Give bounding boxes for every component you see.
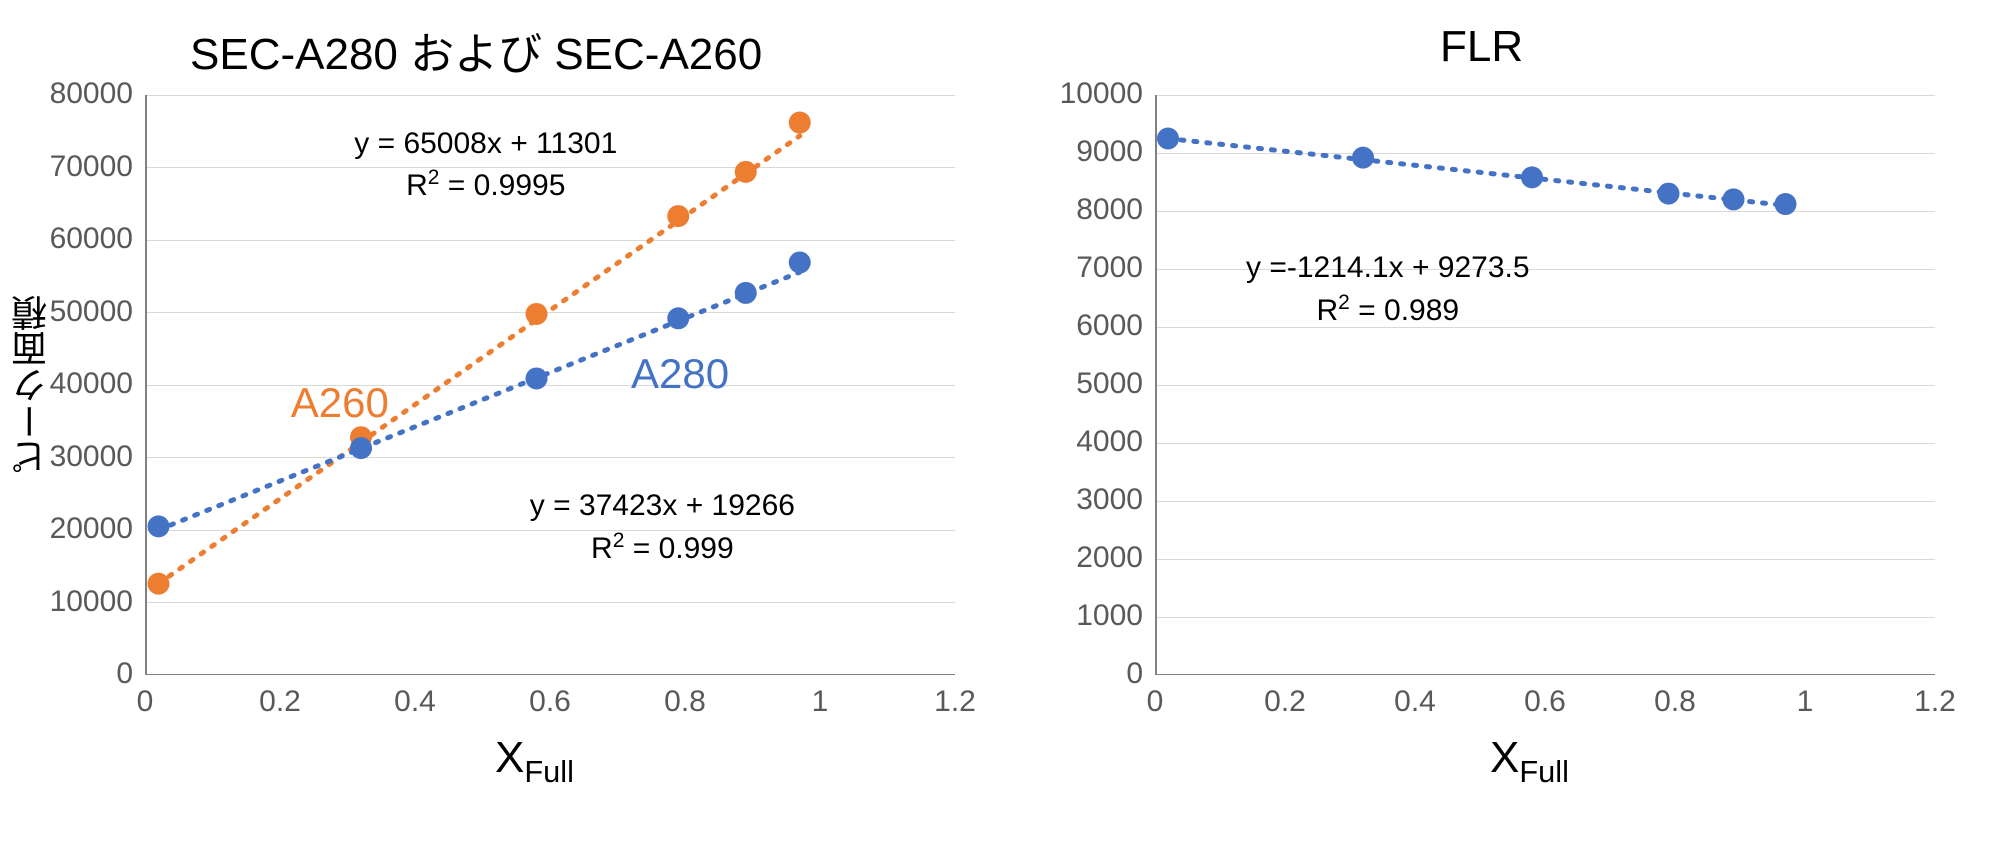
series-label-A260: A260 [291,379,389,427]
y-tick-label: 1000 [1076,599,1143,633]
marker-A260 [148,573,170,595]
series-label-A280: A280 [631,350,729,398]
x-tick-label: 0.8 [655,685,715,719]
y-tick-label: 20000 [50,512,133,546]
left-panel: SEC-A280 および SEC-A260 ピーク面積 XFull 010000… [0,0,1020,848]
y-tick-label: 5000 [1076,367,1143,401]
marker-FLR [1723,188,1745,210]
y-tick-label: 2000 [1076,541,1143,575]
right-plot: 0100020003000400050006000700080009000100… [1155,95,1935,675]
right-xlabel: XFull [1490,733,1569,790]
x-tick-label: 0.6 [520,685,580,719]
y-tick-label: 3000 [1076,483,1143,517]
marker-A280 [789,251,811,273]
y-tick-label: 60000 [50,222,133,256]
marker-A280 [350,437,372,459]
y-tick-label: 6000 [1076,309,1143,343]
chart-pair: SEC-A280 および SEC-A260 ピーク面積 XFull 010000… [0,0,2000,848]
y-tick-label: 7000 [1076,251,1143,285]
y-tick-label: 10000 [1060,77,1143,111]
equation-A280: y = 37423x + 19266R2 = 0.999 [530,486,795,569]
y-tick-label: 30000 [50,440,133,474]
y-tick-label: 50000 [50,295,133,329]
x-tick-label: 0 [1125,685,1185,719]
marker-A280 [735,282,757,304]
y-tick-label: 10000 [50,585,133,619]
equation-FLR: y =-1214.1x + 9273.5R2 = 0.989 [1246,248,1530,331]
marker-A260 [789,112,811,134]
right-title: FLR [1440,22,1523,72]
marker-A260 [667,205,689,227]
left-xlabel: XFull [495,733,574,790]
x-tick-label: 0.4 [385,685,445,719]
x-tick-label: 0 [115,685,175,719]
marker-FLR [1775,193,1797,215]
x-tick-label: 1.2 [925,685,985,719]
marker-FLR [1157,128,1179,150]
x-tick-label: 1.2 [1905,685,1965,719]
marker-FLR [1521,166,1543,188]
marker-A280 [667,307,689,329]
right-panel: FLR XFull 010002000300040005000600070008… [1020,0,1980,848]
marker-FLR [1658,183,1680,205]
x-tick-label: 0.4 [1385,685,1445,719]
x-tick-label: 0.8 [1645,685,1705,719]
y-tick-label: 80000 [50,77,133,111]
x-tick-label: 0.2 [250,685,310,719]
marker-A280 [526,367,548,389]
y-tick-label: 70000 [50,150,133,184]
y-tick-label: 4000 [1076,425,1143,459]
left-title: SEC-A280 および SEC-A260 [190,18,762,82]
y-tick-label: 40000 [50,367,133,401]
trendline-FLR [1168,139,1786,206]
x-tick-label: 1 [790,685,850,719]
plot-svg [1155,95,1935,675]
left-plot: 0100002000030000400005000060000700008000… [145,95,955,675]
x-tick-label: 0.2 [1255,685,1315,719]
marker-A260 [526,303,548,325]
marker-FLR [1352,147,1374,169]
equation-A260: y = 65008x + 11301R2 = 0.9995 [354,124,617,207]
marker-A280 [148,515,170,537]
x-tick-label: 0.6 [1515,685,1575,719]
marker-A260 [735,161,757,183]
y-tick-label: 8000 [1076,193,1143,227]
y-tick-label: 9000 [1076,135,1143,169]
x-tick-label: 1 [1775,685,1835,719]
